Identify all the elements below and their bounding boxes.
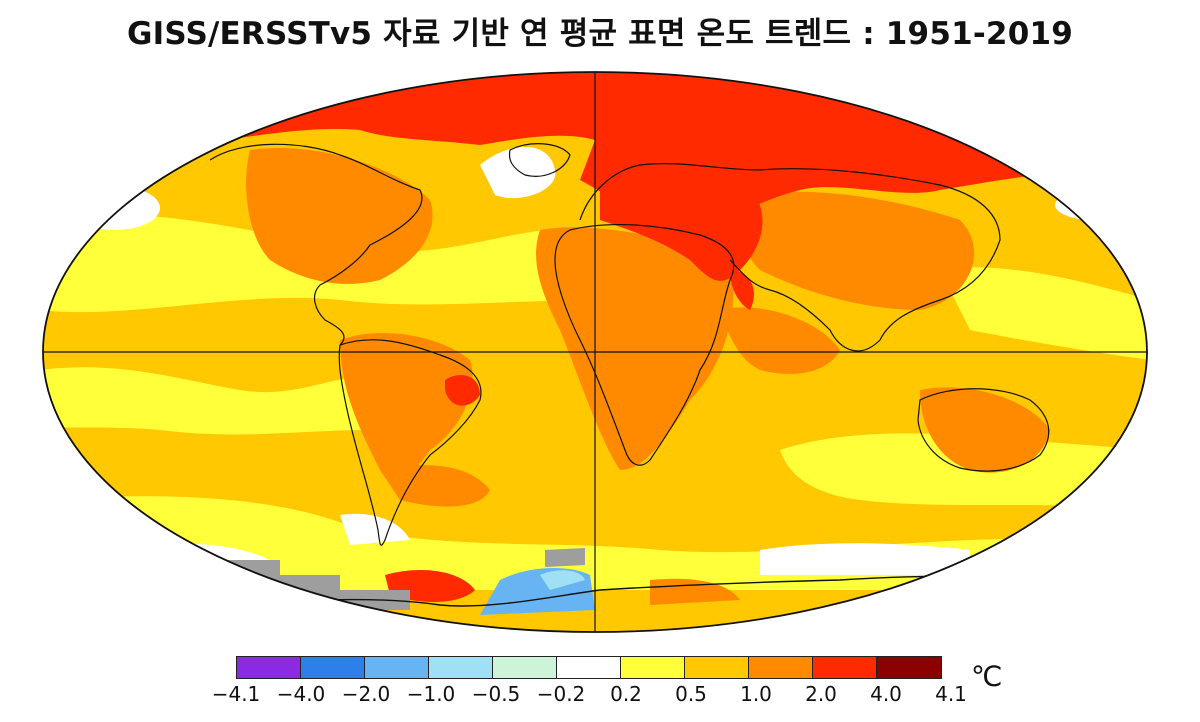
legend-tick-label: 2.0 [805,682,837,706]
east-pacific-yellow [43,367,370,435]
legend-swatch [685,657,749,678]
legend-swatch [621,657,685,678]
australia-outline [917,388,1050,472]
legend-unit: ℃ [971,660,1003,693]
south-atlantic-orange [380,465,490,507]
west-pacific-yellow [940,267,1147,360]
south-america-outline [338,339,482,546]
legend-tick-label: 1.0 [740,682,772,706]
legend-ticks: −4.1 −4.0 −2.0 −1.0 −0.5 −0.2 0.2 0.5 1.0 2.0 4.0 4… [212,682,976,708]
map-svg [42,71,1148,633]
color-legend: −4.1 −4.0 −2.0 −1.0 −0.5 −0.2 0.2 0.5 1.0 2.0 4.0 4… [212,656,1002,716]
missing-data-gray-2 [545,548,585,567]
legend-swatch [301,657,365,678]
legend-tick-label: 4.0 [870,682,902,706]
white-patch-greenland-sea [480,146,556,199]
caspian-red [730,270,754,310]
north-america-outline [209,143,423,346]
legend-tick-label: 4.1 [935,682,967,706]
legend-swatch [365,657,429,678]
map-title: GISS/ERSSTv5 자료 기반 연 평균 표면 온도 트렌드 : 1951… [126,16,1074,52]
legend-swatch [749,657,813,678]
tasman-orange [1060,506,1120,540]
antarctic-orange-patch [650,578,740,605]
eurasia-outline [579,163,1001,352]
asia-orange [730,191,975,310]
legend-tick-label: −1.0 [406,682,456,706]
europe-red [600,164,763,281]
white-patch-bering [1055,189,1145,221]
legend-tick-label: 0.5 [675,682,707,706]
white-patch-pacific [70,186,160,230]
brazil-red [445,375,480,406]
continent-outlines [209,143,1050,546]
legend-swatch [493,657,557,678]
africa-outline [554,223,735,466]
south-indian-yellow [780,433,1147,510]
white-patch-south-indian [760,543,970,575]
legend-tick-label: −0.2 [536,682,586,706]
legend-swatch [813,657,877,678]
indian-ocean-orange [720,307,840,374]
legend-swatch [237,657,301,678]
greenland-outline [508,143,571,177]
africa-orange [536,227,734,470]
weddell-lightblue [540,570,585,590]
legend-tick-label: −4.0 [276,682,326,706]
world-map [40,70,1150,635]
legend-tick-label: 0.2 [610,682,642,706]
legend-swatch [877,657,941,678]
legend-tick-label: −4.1 [211,682,261,706]
south-america-orange [340,332,473,481]
legend-tick-label: −0.5 [471,682,521,706]
australia-orange [920,387,1050,473]
globe-border [42,71,1148,633]
north-america-orange [246,148,433,284]
white-patch-drake [340,513,410,545]
legend-tick-label: −2.0 [341,682,391,706]
legend-swatch [429,657,493,678]
legend-colorbar [236,656,942,679]
legend-swatch [557,657,621,678]
